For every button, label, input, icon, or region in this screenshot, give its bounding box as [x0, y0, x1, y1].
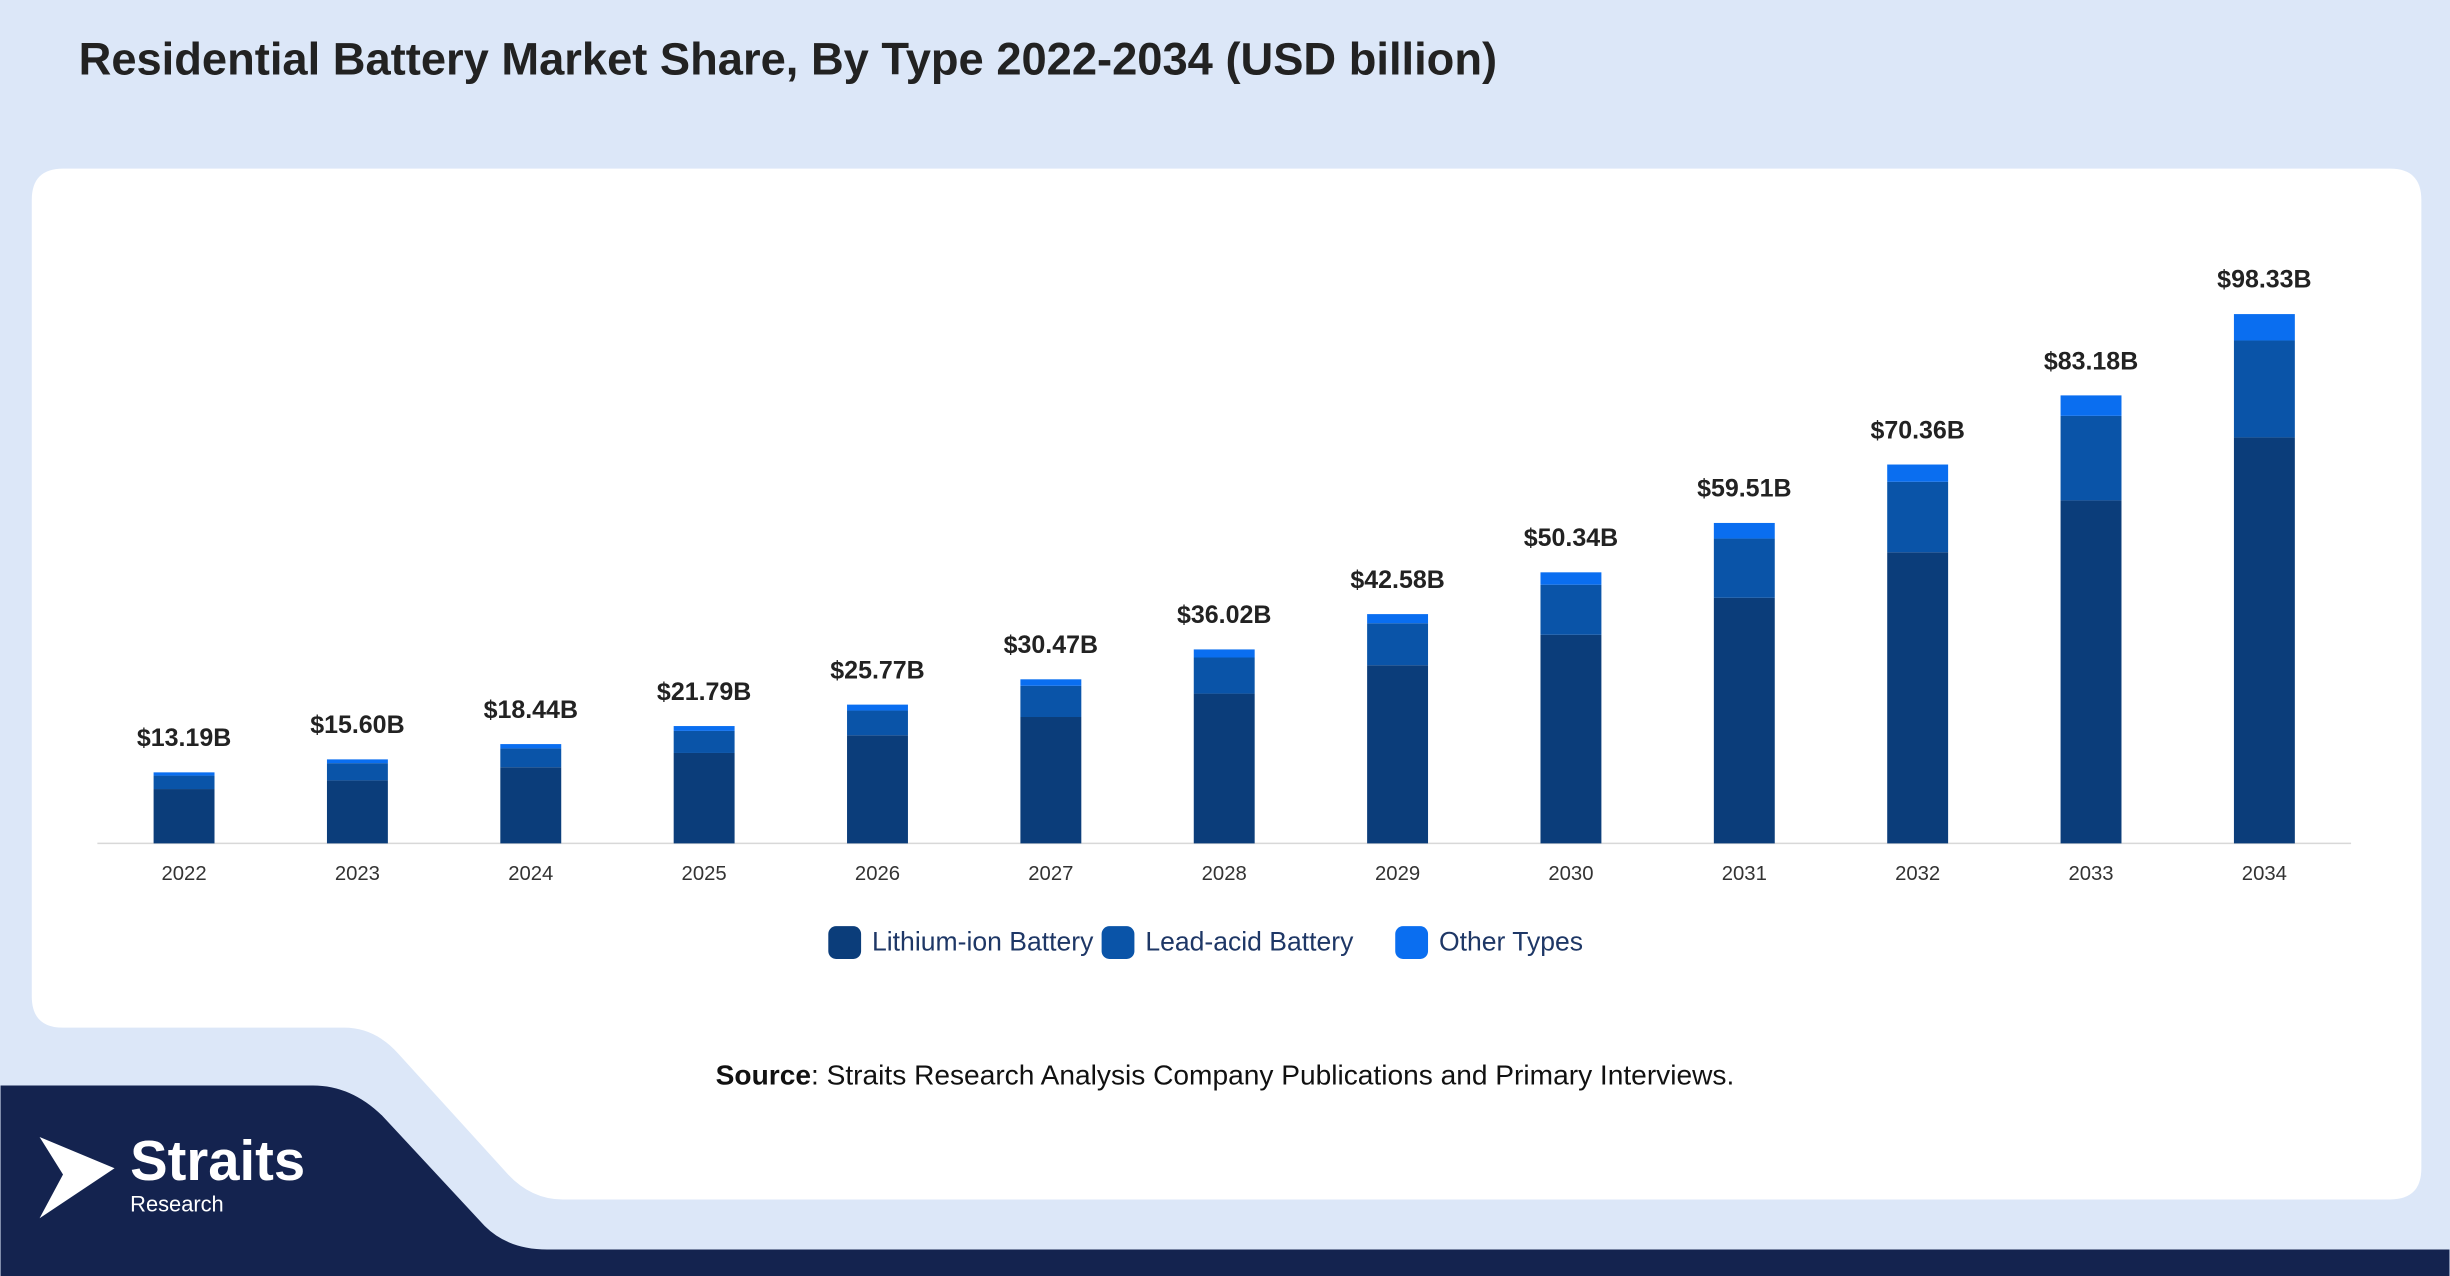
bar-segment [1713, 597, 1775, 844]
x-tick-label: 2025 [682, 863, 727, 885]
bar-segment [1887, 552, 1949, 844]
bar-segment [1540, 572, 1602, 585]
legend-label: Lead-acid Battery [1145, 926, 1354, 956]
bar-segment [1020, 685, 1082, 718]
total-label: $30.47B [1004, 631, 1098, 659]
total-label: $70.36B [1870, 416, 1964, 444]
x-tick-label: 2022 [161, 863, 206, 885]
legend-label: Lithium-ion Battery [872, 926, 1094, 956]
bar-segment [1887, 481, 1949, 553]
bar-segment [1193, 657, 1255, 694]
source-text: : Straits Research Analysis Company Publ… [811, 1060, 1734, 1091]
x-tick-label: 2026 [855, 863, 900, 885]
footer-band [0, 1085, 2450, 1276]
total-label: $83.18B [2044, 347, 2138, 375]
bar-segment [673, 730, 735, 753]
bar-segment [1540, 634, 1602, 844]
total-label: $59.51B [1697, 475, 1791, 503]
x-tick-label: 2027 [1028, 863, 1073, 885]
total-label: $25.77B [830, 656, 924, 684]
bar-segment [1193, 649, 1255, 658]
total-label: $42.58B [1350, 566, 1444, 594]
bar-segment [847, 735, 908, 844]
bar-segment [1713, 522, 1775, 539]
bar-segment [500, 767, 562, 844]
legend-label: Other Types [1439, 926, 1583, 956]
bar-segment [1367, 665, 1429, 844]
x-tick-label: 2029 [1375, 863, 1420, 885]
bar-segment [500, 748, 562, 768]
bar-segment [2060, 395, 2122, 416]
bar-segment [1020, 679, 1082, 686]
total-label: $18.44B [484, 696, 578, 724]
bar-segment [2060, 415, 2122, 501]
bar-segment [2233, 437, 2295, 844]
bar-segment [673, 726, 735, 731]
logo-icon [39, 1136, 115, 1219]
logo-name: Straits [130, 1129, 305, 1192]
bar-segment [326, 763, 388, 781]
bar-segment [2233, 314, 2295, 341]
legend: Lithium-ion Battery Lead-acid Battery Othe… [828, 926, 1583, 959]
bar-segment [1713, 538, 1775, 598]
bar-segment [1367, 623, 1429, 666]
bar-segment [673, 752, 735, 844]
total-label: $21.79B [657, 678, 751, 706]
bar-segment [2060, 500, 2122, 844]
x-tick-label: 2034 [2242, 863, 2287, 885]
bar-segment [153, 772, 215, 776]
x-tick-label: 2033 [2068, 863, 2113, 885]
bar-segment [1020, 717, 1082, 844]
legend-swatch [1101, 926, 1135, 959]
logo-sub: Research [130, 1191, 224, 1216]
legend-swatch [1395, 926, 1429, 959]
source-label: Source [716, 1060, 811, 1091]
x-tick-label: 2028 [1202, 863, 1247, 885]
x-tick-label: 2023 [335, 863, 380, 885]
legend-swatch [828, 926, 862, 959]
bar-segment [500, 744, 562, 749]
bar-segment [326, 759, 388, 764]
bar-segment [1540, 584, 1602, 635]
bar-segment [153, 789, 215, 844]
bar-segment [847, 710, 908, 736]
total-label: $15.60B [310, 711, 404, 739]
total-label: $98.33B [2217, 266, 2311, 294]
x-tick-label: 2030 [1548, 863, 1593, 885]
source: Source: Straits Research Analysis Compan… [716, 1060, 1735, 1091]
chart-title: Residential Battery Market Share, By Typ… [79, 33, 1497, 84]
bar-segment [847, 704, 908, 711]
bar-segment [153, 775, 215, 790]
bar-segment [1193, 693, 1255, 844]
x-tick-label: 2032 [1895, 863, 1940, 885]
total-label: $36.02B [1177, 601, 1271, 629]
bar-segment [2233, 340, 2295, 438]
x-tick-label: 2031 [1722, 863, 1767, 885]
bar-segment [326, 780, 388, 844]
total-label: $50.34B [1524, 524, 1618, 552]
total-label: $13.19B [137, 724, 231, 752]
bar-segment [1887, 464, 1949, 482]
bar-segment [1367, 614, 1429, 624]
x-tick-label: 2024 [508, 863, 553, 885]
